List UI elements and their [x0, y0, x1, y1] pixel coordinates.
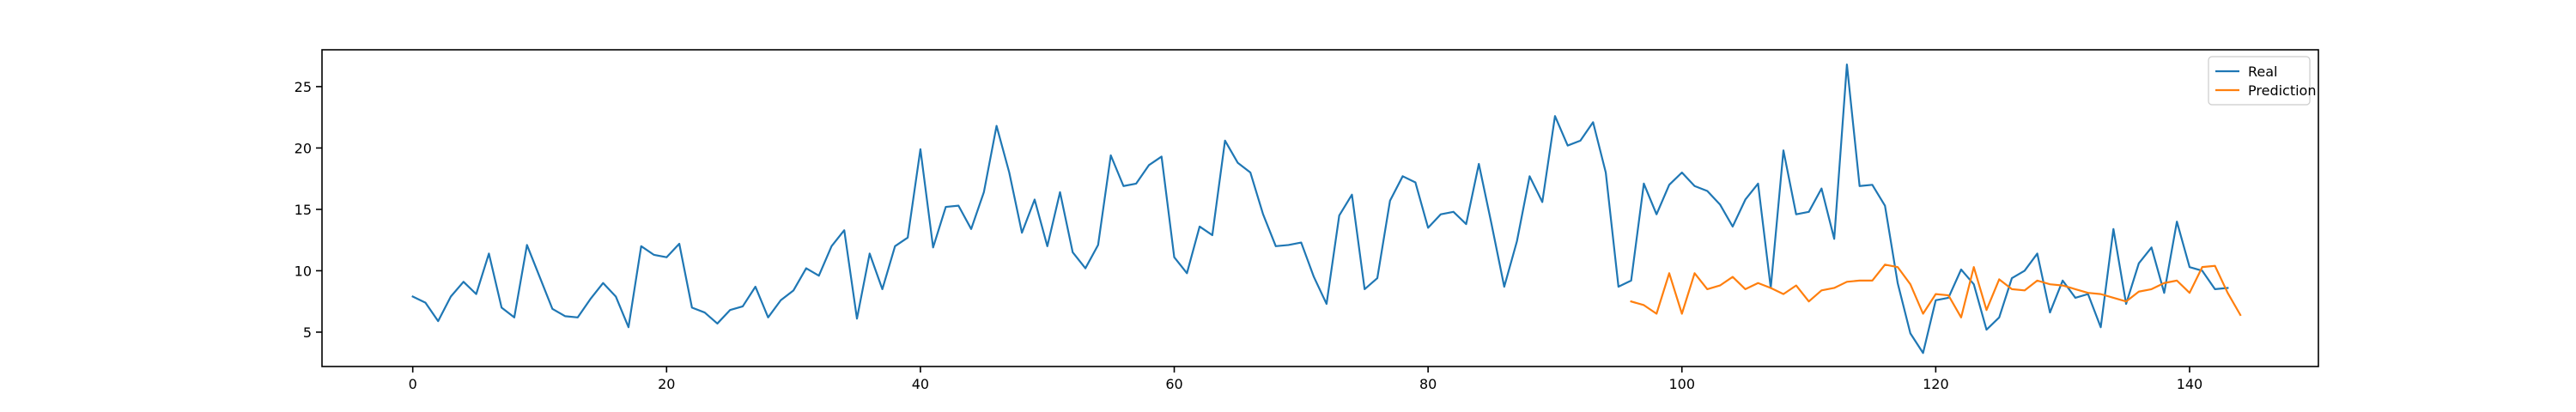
plot-area	[321, 49, 2319, 367]
series-line-real	[411, 64, 2229, 354]
x-tick-label: 100	[1668, 376, 1695, 392]
x-tick-label: 0	[409, 376, 417, 392]
x-tick-label: 40	[912, 376, 929, 392]
x-tick-label: 120	[1923, 376, 1949, 392]
legend: Real Prediction	[2208, 56, 2316, 106]
y-axis: 5 10 15 20 25	[295, 79, 322, 341]
legend-label: Prediction	[2248, 82, 2316, 99]
series-line-prediction	[1630, 264, 2242, 318]
legend-box	[2208, 56, 2311, 106]
y-tick-label: 20	[295, 140, 312, 156]
y-tick-label: 15	[295, 202, 312, 218]
x-tick-label: 20	[658, 376, 675, 392]
x-axis: 0 20 40 60 80 100 120 140	[409, 367, 2203, 392]
series-layer	[411, 64, 2242, 354]
legend-label: Real	[2248, 64, 2278, 80]
x-tick-label: 60	[1165, 376, 1182, 392]
y-tick-label: 10	[295, 263, 312, 279]
x-tick-label: 140	[2177, 376, 2203, 392]
x-tick-label: 80	[1419, 376, 1437, 392]
y-tick-label: 5	[303, 324, 312, 341]
y-tick-label: 25	[295, 79, 312, 95]
